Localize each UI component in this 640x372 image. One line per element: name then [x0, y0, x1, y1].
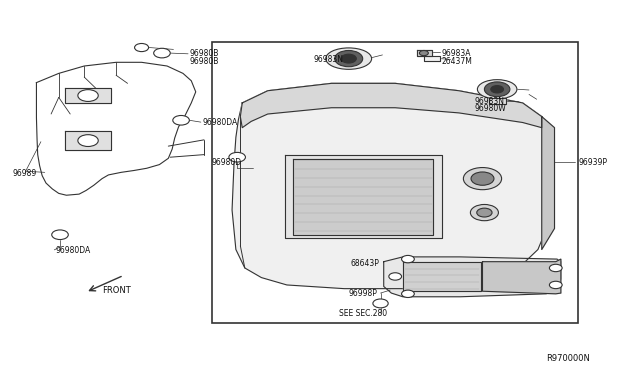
Text: 96980DA: 96980DA [56, 246, 91, 255]
Polygon shape [424, 56, 440, 61]
Text: 96980B: 96980B [189, 57, 219, 66]
Polygon shape [489, 98, 506, 104]
Polygon shape [65, 131, 111, 150]
Circle shape [173, 115, 189, 125]
Ellipse shape [326, 48, 372, 69]
Text: SEE SEC.280: SEE SEC.280 [339, 309, 387, 318]
Circle shape [52, 230, 68, 240]
Circle shape [549, 281, 562, 289]
Polygon shape [541, 116, 554, 250]
Polygon shape [65, 88, 111, 103]
Circle shape [401, 256, 414, 263]
Bar [212, 42, 578, 323]
Text: 96998P: 96998P [349, 289, 378, 298]
Text: 96980DA: 96980DA [202, 118, 237, 127]
Text: 96983N: 96983N [474, 97, 504, 106]
Polygon shape [384, 257, 561, 297]
Circle shape [484, 82, 510, 97]
Polygon shape [285, 155, 442, 238]
Circle shape [229, 153, 246, 162]
Text: R970000N: R970000N [546, 354, 590, 363]
Text: 96989: 96989 [13, 169, 37, 177]
Polygon shape [483, 259, 561, 294]
Text: 96980B: 96980B [189, 49, 219, 58]
Text: 96980D: 96980D [212, 157, 242, 167]
Circle shape [134, 44, 148, 52]
Circle shape [78, 90, 99, 102]
Circle shape [491, 86, 504, 93]
Circle shape [470, 205, 499, 221]
Circle shape [373, 299, 388, 308]
Circle shape [463, 167, 502, 190]
Polygon shape [36, 62, 196, 195]
Circle shape [401, 290, 414, 298]
Text: 26437M: 26437M [441, 57, 472, 66]
Polygon shape [293, 160, 433, 235]
Ellipse shape [477, 80, 517, 99]
Circle shape [419, 51, 428, 56]
Circle shape [341, 54, 356, 63]
Circle shape [477, 208, 492, 217]
Circle shape [471, 172, 494, 185]
Text: 68643P: 68643P [351, 259, 380, 268]
Text: 96983N: 96983N [314, 55, 344, 64]
Text: FRONT: FRONT [102, 286, 131, 295]
Text: 96983A: 96983A [441, 49, 470, 58]
Text: 96939P: 96939P [578, 157, 607, 167]
Circle shape [549, 264, 562, 272]
Text: 96980W: 96980W [474, 104, 506, 113]
Circle shape [78, 135, 99, 147]
Polygon shape [403, 262, 481, 291]
Polygon shape [232, 83, 548, 289]
Circle shape [335, 51, 363, 67]
Polygon shape [417, 50, 431, 56]
Circle shape [389, 273, 401, 280]
Circle shape [154, 48, 170, 58]
Polygon shape [241, 83, 541, 128]
